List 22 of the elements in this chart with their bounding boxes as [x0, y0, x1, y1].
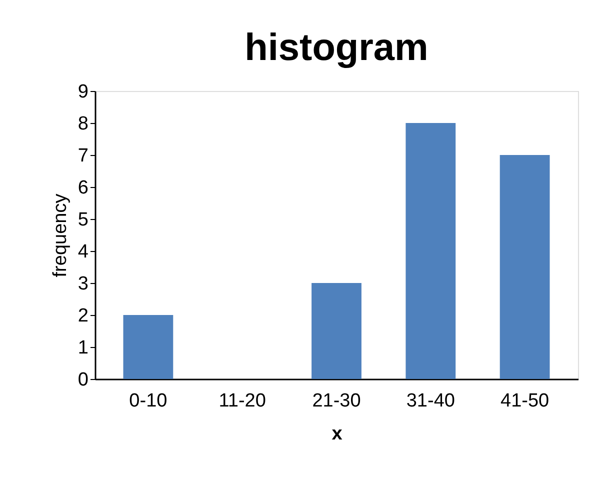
- bar: [123, 315, 174, 379]
- y-tick-label: 5: [78, 210, 88, 230]
- y-tick-label: 3: [78, 274, 88, 294]
- y-tick-label: 6: [78, 178, 88, 198]
- bar: [312, 283, 362, 379]
- chart-title: histogram: [244, 27, 428, 69]
- y-tick-label: 9: [78, 82, 88, 102]
- bar: [406, 123, 456, 379]
- y-tick-label: 8: [78, 114, 88, 134]
- y-tick-label: 0: [78, 370, 88, 390]
- y-tick-label: 7: [78, 146, 88, 166]
- x-tick-label: 11-20: [218, 390, 266, 412]
- y-tick-label: 4: [78, 242, 89, 262]
- bar: [500, 155, 550, 379]
- x-axis-title: x: [332, 424, 343, 444]
- x-tick-label: 31-40: [406, 390, 455, 412]
- x-tick-label: 21-30: [312, 390, 361, 412]
- y-tick-label: 1: [78, 338, 88, 358]
- x-tick-label: 41-50: [500, 390, 550, 412]
- y-tick-label: 2: [78, 306, 88, 326]
- x-tick-label: 0-10: [129, 390, 168, 412]
- y-axis-title: frequency: [50, 193, 71, 278]
